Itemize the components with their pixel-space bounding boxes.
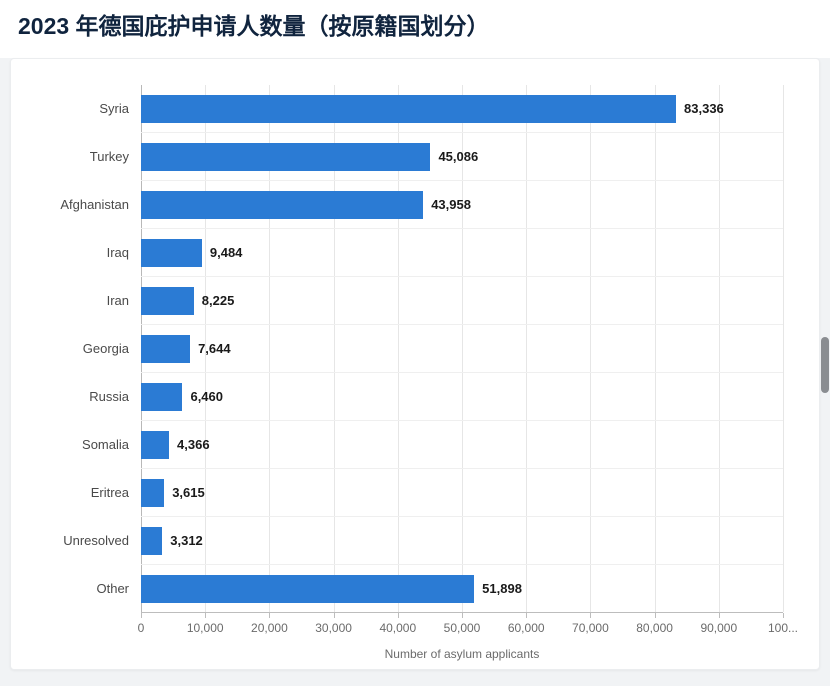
value-label: 45,086 [438,149,479,165]
tick-mark [333,612,335,618]
bar-row: Somalia 4,366 [27,421,803,469]
tick-mark [654,612,656,618]
tick-mark [397,612,399,618]
bar-chart: Syria 83,336 Turkey 45,086 Afghanistan 43,958… [27,84,803,661]
value-label: 3,615 [172,485,205,501]
bar-track: 83,336 [141,94,783,123]
value-label: 43,958 [431,197,471,213]
scrollbar[interactable] [820,0,830,686]
bar-row: Georgia 7,644 [27,325,803,373]
tick-mark [526,612,528,618]
tick-label: 90,000 [700,620,738,635]
bar-row: Unresolved 3,312 [27,517,803,565]
gridline [333,84,335,612]
bar-track: 9,484 [141,238,783,267]
gridline [526,84,528,612]
category-label: Other [96,581,129,597]
bar[interactable] [141,238,202,267]
bar-row: Turkey 45,086 [27,133,803,181]
bar-track: 51,898 [141,574,783,603]
value-label: 6,460 [190,389,224,405]
bar-track: 7,644 [141,334,783,363]
gridline [654,84,656,612]
bar[interactable] [141,94,677,123]
bar-track: 45,086 [141,142,783,171]
bar-row: Russia 6,460 [27,373,803,421]
gridline [590,84,592,612]
bar-row: Iran 8,225 [27,277,803,325]
bar-rows: Syria 83,336 Turkey 45,086 Afghanistan 43,958… [27,85,803,613]
tick-mark [462,612,463,618]
category-label: Iran [106,293,129,309]
tick-mark [269,612,271,618]
category-label: Turkey [89,149,129,165]
value-label: 4,366 [177,437,210,453]
category-label: Georgia [82,341,129,357]
bar-row: Eritrea 3,615 [27,469,803,517]
bar-track: 6,460 [141,382,783,411]
bar[interactable] [141,526,163,555]
tick-label: 30,000 [315,620,352,635]
category-label: Russia [89,389,129,405]
bar-track: 4,366 [141,430,783,459]
bar-track: 8,225 [141,286,783,315]
bar-track: 43,958 [141,190,783,219]
gridline [462,84,463,612]
bar-row: Iraq 9,484 [27,229,803,277]
bar[interactable] [141,142,431,171]
gridline [205,84,207,612]
bar-row: Other 51,898 [27,565,803,613]
bar-row: Afghanistan 43,958 [27,181,803,229]
gridline [718,84,720,612]
tick-label: 60,000 [507,620,545,635]
bar-track: 3,615 [141,478,783,507]
bar[interactable] [141,382,183,411]
tick-label: 20,000 [251,620,288,635]
tick-mark [205,612,207,618]
category-label: Somalia [82,437,129,453]
bar[interactable] [141,430,170,459]
tick-label: 0 [137,620,145,635]
tick-label: 40,000 [379,620,417,635]
category-label: Eritrea [90,485,129,501]
tick-label: 50,000 [443,620,481,635]
tick-label: 70,000 [572,620,609,635]
page-title: 2023 年德国庇护申请人数量（按原籍国划分） [18,13,490,39]
tick-label: 100... [767,620,799,635]
page-header: 2023 年德国庇护申请人数量（按原籍国划分） [0,0,830,58]
tick-mark [783,612,784,618]
value-label: 51,898 [482,581,522,597]
bar[interactable] [141,574,475,603]
value-label: 83,336 [684,101,724,117]
x-axis: 0 10,000 20,000 30,000 40,000 50,000 60,000 70,… [137,612,798,637]
category-label: Iraq [106,245,129,261]
category-label: Afghanistan [60,197,129,213]
tick-label: 80,000 [636,620,673,635]
bar[interactable] [141,478,165,507]
bar[interactable] [141,286,194,315]
tick-label: 10,000 [186,620,224,635]
tick-mark [590,612,592,618]
value-label: 7,644 [198,341,231,357]
gridline [269,84,271,612]
category-label: Unresolved [63,533,129,549]
gridline [783,84,784,612]
bar-track: 3,312 [141,526,783,555]
value-label: 3,312 [170,533,203,549]
plot-area: Syria 83,336 Turkey 45,086 Afghanistan 43,958… [27,84,803,613]
gridline [397,84,399,612]
category-label: Syria [99,101,129,117]
bar[interactable] [141,334,191,363]
tick-mark [141,612,142,618]
value-label: 9,484 [209,245,243,261]
bar[interactable] [141,190,424,219]
bar-row: Syria 83,336 [27,85,803,133]
x-axis-title: Number of asylum applicants [384,646,540,661]
value-label: 8,225 [201,293,235,309]
tick-mark [718,612,720,618]
chart-card: Syria 83,336 Turkey 45,086 Afghanistan 43,958… [10,57,820,670]
scrollbar-thumb[interactable] [821,337,829,393]
